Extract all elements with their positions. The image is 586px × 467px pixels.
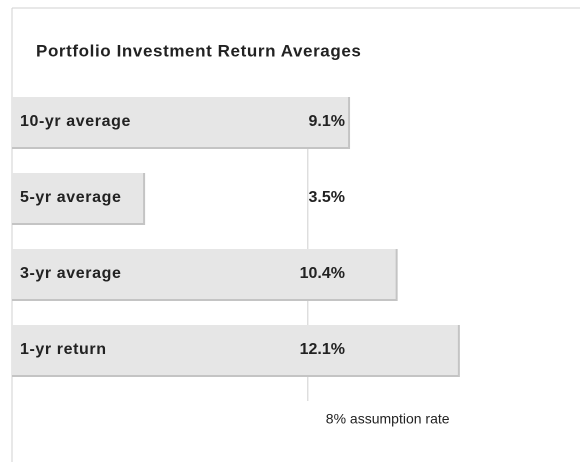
- value-label: 10.4%: [300, 265, 345, 282]
- chart-title: Portfolio Investment Return Averages: [36, 41, 361, 60]
- bar: [12, 325, 458, 375]
- category-label: 3-yr average: [20, 265, 122, 282]
- category-label: 5-yr average: [20, 189, 122, 206]
- bar: [12, 173, 144, 223]
- category-label: 10-yr average: [20, 113, 131, 130]
- value-label: 3.5%: [309, 189, 345, 206]
- bar: [12, 249, 396, 299]
- value-label: 9.1%: [309, 113, 345, 130]
- category-label: 1-yr return: [20, 341, 107, 358]
- bar: [12, 97, 349, 147]
- value-label: 12.1%: [300, 341, 345, 358]
- reference-label: 8% assumption rate: [326, 411, 450, 427]
